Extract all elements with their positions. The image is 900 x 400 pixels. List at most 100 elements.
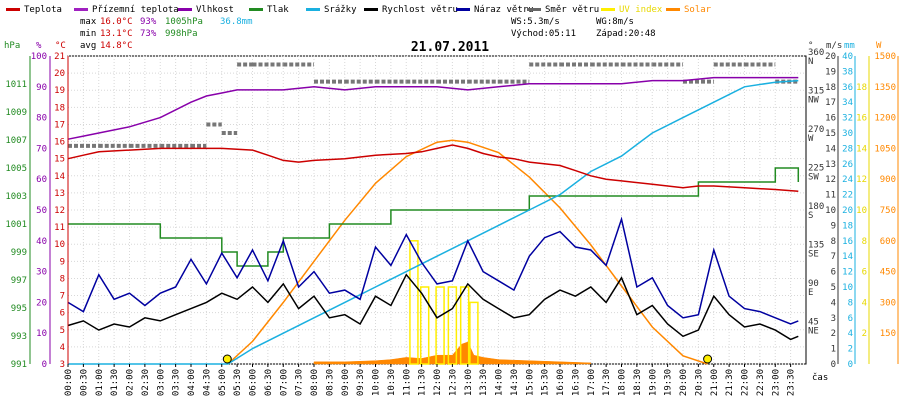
- unit-w: W: [876, 41, 882, 51]
- axis-w-tick: 1200: [874, 114, 896, 124]
- axis-mm-tick: 10: [842, 283, 853, 293]
- x-tick-label: 14:30: [510, 369, 520, 396]
- axis-deg-tick: 315: [808, 87, 824, 97]
- x-tick-label: 05:30: [233, 369, 243, 396]
- axis-deg-dir: E: [808, 288, 813, 298]
- unit-hpa: hPa: [4, 41, 20, 51]
- axis-ms-tick: 6: [831, 268, 836, 278]
- legend-label-uv: UV index: [619, 5, 663, 15]
- axis-degc-tick: 20: [54, 69, 65, 79]
- axis-mm-tick: 36: [842, 83, 853, 93]
- axis-uv-tick: 8: [862, 237, 867, 247]
- legend-label-naraz: Náraz větru: [474, 5, 534, 15]
- axis-degc-tick: 9: [60, 257, 65, 267]
- axis-mm-tick: 6: [848, 314, 853, 324]
- axis-uv-tick: 18: [856, 83, 867, 93]
- axis-ms-tick: 13: [825, 160, 836, 170]
- axis-ms-tick: 3: [831, 314, 836, 324]
- legend-swatch-vlhkost: [178, 8, 192, 11]
- axis-deg-dir: N: [808, 57, 813, 67]
- plot-area: [67, 55, 807, 365]
- x-tick-label: 20:00: [679, 369, 689, 396]
- x-tick-label: 21:00: [710, 369, 720, 396]
- axis-degc-tick: 6: [60, 309, 65, 319]
- axis-ms-tick: 9: [831, 221, 836, 231]
- x-tick-label: 13:30: [479, 369, 489, 396]
- stat-rain: 36.8mm: [220, 17, 253, 27]
- x-tick-label: 03:30: [172, 369, 182, 396]
- series-naraz: [67, 216, 799, 325]
- x-tick-label: 02:30: [141, 369, 151, 396]
- x-tick-label: 23:00: [771, 369, 781, 396]
- uv-spike: [435, 286, 445, 365]
- axis-degc-tick: 19: [54, 86, 65, 96]
- axis-mm-tick: 8: [848, 298, 853, 308]
- series-rychlost: [67, 273, 799, 341]
- legend-label-solar: Solar: [684, 5, 712, 15]
- legend-label-tlak: Tlak: [267, 5, 289, 15]
- axis-degc-tick: 13: [54, 189, 65, 199]
- x-tick-label: 09:30: [356, 369, 366, 396]
- axis-mm-tick: 14: [842, 252, 853, 262]
- stat-sunset: Západ:20:48: [596, 29, 656, 39]
- axis-w-tick: 1500: [874, 52, 896, 62]
- axis-deg-dir: SW: [808, 173, 819, 183]
- axis-uv-tick: 4: [862, 298, 867, 308]
- axis-mm-tick: 20: [842, 206, 853, 216]
- axis-w-tick: 600: [880, 237, 896, 247]
- axis-degc-tick: 14: [54, 172, 65, 182]
- stat-avg-label: avg: [80, 41, 96, 51]
- x-tick-label: 11:30: [418, 369, 428, 396]
- legend-swatch-tlak: [249, 8, 263, 11]
- axis-degc-tick: 10: [54, 240, 65, 250]
- x-tick-label: 01:00: [95, 369, 105, 396]
- series-rain-rate: [313, 341, 592, 365]
- unit-mm: mm: [844, 41, 855, 51]
- axis-uv-tick: 16: [856, 114, 867, 124]
- legend-swatch-srazky: [306, 8, 320, 11]
- stat-ws: WS:5.3m/s: [511, 17, 560, 27]
- x-tick-label: 17:00: [587, 369, 597, 396]
- stat-min-label: min: [80, 29, 96, 39]
- axis-mm-tick: 4: [848, 329, 853, 339]
- axis-ms-tick: 15: [825, 129, 836, 139]
- uv-spike: [469, 301, 479, 365]
- axis-pct-tick: 60: [36, 175, 47, 185]
- uv-spike: [409, 240, 419, 365]
- x-tick-label: 15:30: [541, 369, 551, 396]
- x-tick-label: 13:00: [464, 369, 474, 396]
- axis-degc-tick: 17: [54, 120, 65, 130]
- axis-degc-tick: 21: [54, 52, 65, 62]
- x-tick-label: 18:00: [618, 369, 628, 396]
- x-tick-label: 21:30: [725, 369, 735, 396]
- axis-pct-tick: 30: [36, 268, 47, 278]
- legend: Teplota Přízemní teplota Vlhkost Tlak Srážky…: [6, 5, 712, 15]
- chart-title: 21.07.2011: [411, 40, 489, 55]
- axis-mm-tick: 26: [842, 160, 853, 170]
- axis-uv-tick: 2: [862, 329, 867, 339]
- axis-pct-tick: 70: [36, 144, 47, 154]
- axis-deg-tick: 270: [808, 125, 824, 135]
- axis-deg-tick: 180: [808, 202, 824, 212]
- x-tick-label: 08:30: [325, 369, 335, 396]
- axis-ms-tick: 12: [825, 175, 836, 185]
- axis-hpa-tick: 995: [11, 304, 27, 314]
- axis-ms-tick: 7: [831, 252, 836, 262]
- axis-degc-tick: 4: [60, 343, 65, 353]
- axis-mm-tick: 24: [842, 175, 853, 185]
- axis-hpa-tick: 999: [11, 248, 27, 258]
- x-axis-label: čas: [812, 372, 828, 383]
- unit-ms: m/s: [826, 41, 842, 51]
- axis-degc-tick: 11: [54, 223, 65, 233]
- axis-mm-tick: 22: [842, 191, 853, 201]
- stat-min-hum: 73%: [140, 29, 157, 39]
- axis-degc-tick: 5: [60, 326, 65, 336]
- stats-block: max 16.0°C 93% 1005hPa 36.8mm min 13.1°C…: [80, 17, 656, 51]
- axis-deg-tick: 135: [808, 241, 824, 251]
- axis-hpa-tick: 1007: [5, 136, 27, 146]
- axis-mm-tick: 28: [842, 144, 853, 154]
- x-tick-label: 14:00: [495, 369, 505, 396]
- axis-w-tick: 300: [880, 298, 896, 308]
- legend-swatch-uv: [601, 8, 615, 11]
